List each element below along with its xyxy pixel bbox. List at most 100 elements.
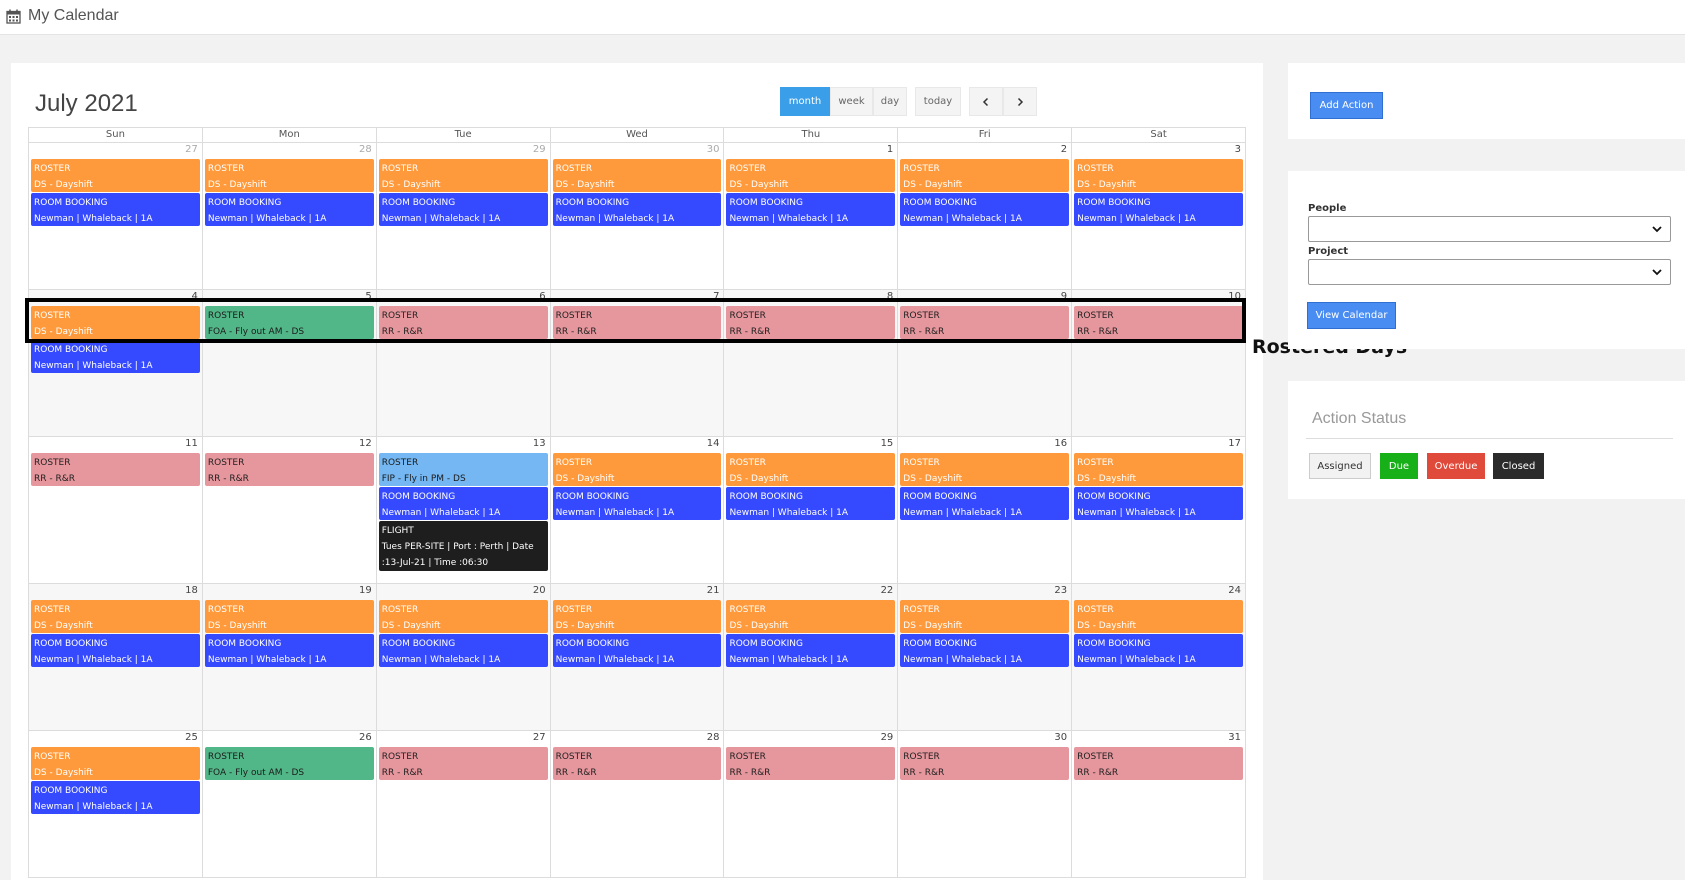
day-cell[interactable]: 22 ROSTER DS - Dayshift ROOM BOOKING Newman … — [724, 584, 899, 731]
day-cell[interactable]: 28 ROSTER RR - R&R — [550, 731, 725, 878]
calendar-event[interactable]: ROSTER DS - Dayshift — [204, 159, 374, 192]
day-number[interactable]: 11 — [185, 438, 198, 449]
calendar-event[interactable]: ROOM BOOKING Newman | Whaleback | 1A — [1074, 487, 1244, 520]
calendar-event[interactable]: ROOM BOOKING Newman | Whaleback | 1A — [726, 487, 896, 520]
day-number[interactable]: 15 — [880, 438, 894, 449]
calendar-event[interactable]: ROSTER DS - Dayshift — [378, 159, 548, 192]
day-number[interactable]: 21 — [706, 585, 720, 596]
calendar-event[interactable]: ROSTER DS - Dayshift — [552, 600, 722, 633]
day-cell[interactable]: 2 ROSTER DS - Dayshift ROOM BOOKING Newman |… — [898, 143, 1073, 290]
calendar-event[interactable]: ROOM BOOKING Newman | Whaleback | 1A — [204, 193, 374, 226]
day-number[interactable]: 9 — [1060, 291, 1068, 302]
day-cell[interactable]: 30 ROSTER RR - R&R — [898, 731, 1073, 878]
calendar-event[interactable]: ROSTER FOA - Fly out AM - DS — [204, 306, 374, 339]
day-cell[interactable]: 26 ROSTER FOA - Fly out AM - DS — [202, 731, 377, 878]
day-number[interactable]: 24 — [1228, 585, 1242, 596]
calendar-event[interactable]: ROSTER RR - R&R — [552, 747, 722, 780]
day-cell[interactable]: 8 ROSTER RR - R&R — [724, 290, 899, 437]
month-view-button[interactable]: month — [780, 87, 830, 116]
next-button[interactable] — [1003, 87, 1037, 116]
calendar-event[interactable]: ROOM BOOKING Newman | Whaleback | 1A — [31, 634, 200, 667]
day-number[interactable]: 27 — [185, 144, 198, 155]
day-cell[interactable]: 30 ROSTER DS - Dayshift ROOM BOOKING Newman … — [550, 143, 725, 290]
view-calendar-button[interactable]: View Calendar — [1307, 302, 1396, 329]
day-number[interactable]: 27 — [532, 732, 546, 743]
day-cell[interactable]: 20 ROSTER DS - Dayshift ROOM BOOKING Newman … — [376, 584, 551, 731]
calendar-event[interactable]: ROSTER DS - Dayshift — [726, 600, 896, 633]
day-number[interactable]: 28 — [358, 144, 372, 155]
calendar-event[interactable]: ROSTER FOA - Fly out AM - DS — [204, 747, 374, 780]
calendar-event[interactable]: ROOM BOOKING Newman | Whaleback | 1A — [204, 634, 374, 667]
day-cell[interactable]: 6 ROSTER RR - R&R — [376, 290, 551, 437]
day-number[interactable]: 14 — [706, 438, 720, 449]
calendar-event[interactable]: ROOM BOOKING Newman | Whaleback | 1A — [552, 634, 722, 667]
day-cell[interactable]: 9 ROSTER RR - R&R — [898, 290, 1073, 437]
day-number[interactable]: 1 — [886, 144, 894, 155]
calendar-event[interactable]: ROOM BOOKING Newman | Whaleback | 1A — [900, 193, 1070, 226]
people-select[interactable] — [1308, 216, 1671, 242]
day-cell[interactable]: 14 ROSTER DS - Dayshift ROOM BOOKING Newman … — [550, 437, 725, 584]
calendar-event[interactable]: ROSTER RR - R&R — [900, 306, 1070, 339]
day-cell[interactable]: 31 ROSTER RR - R&R — [1072, 731, 1247, 878]
calendar-event[interactable]: ROSTER DS - Dayshift — [1074, 159, 1244, 192]
day-number[interactable]: 29 — [532, 144, 546, 155]
day-cell[interactable]: 5 ROSTER FOA - Fly out AM - DS — [202, 290, 377, 437]
calendar-event[interactable]: ROSTER FIP - Fly in PM - DS — [378, 453, 548, 486]
day-number[interactable]: 30 — [706, 144, 720, 155]
calendar-event[interactable]: ROOM BOOKING Newman | Whaleback | 1A — [900, 634, 1070, 667]
day-cell[interactable]: 12 ROSTER RR - R&R — [202, 437, 377, 584]
day-number[interactable]: 5 — [365, 291, 372, 302]
calendar-event[interactable]: ROSTER DS - Dayshift — [204, 600, 374, 633]
day-number[interactable]: 2 — [1060, 144, 1068, 155]
calendar-event[interactable]: ROOM BOOKING Newman | Whaleback | 1A — [552, 487, 722, 520]
day-cell[interactable]: 16 ROSTER DS - Dayshift ROOM BOOKING Newman … — [898, 437, 1073, 584]
calendar-event[interactable]: ROSTER DS - Dayshift — [726, 159, 896, 192]
day-cell[interactable]: 25 ROSTER DS - Dayshift ROOM BOOKING Newman … — [28, 731, 203, 878]
calendar-event[interactable]: ROSTER RR - R&R — [726, 747, 896, 780]
day-number[interactable]: 13 — [532, 438, 546, 449]
calendar-event[interactable]: FLIGHT Tues PER-SITE | Port : Perth | Dat… — [378, 521, 548, 571]
calendar-event[interactable]: ROSTER DS - Dayshift — [1074, 600, 1244, 633]
day-cell[interactable]: 3 ROSTER DS - Dayshift ROOM BOOKING Newman |… — [1072, 143, 1247, 290]
day-cell[interactable]: 29 ROSTER DS - Dayshift ROOM BOOKING Newman … — [376, 143, 551, 290]
day-number[interactable]: 20 — [532, 585, 546, 596]
add-action-button[interactable]: Add Action — [1310, 92, 1383, 119]
calendar-event[interactable]: ROOM BOOKING Newman | Whaleback | 1A — [900, 487, 1070, 520]
calendar-event[interactable]: ROSTER DS - Dayshift — [1074, 453, 1244, 486]
calendar-event[interactable]: ROSTER RR - R&R — [378, 747, 548, 780]
day-number[interactable]: 6 — [539, 291, 546, 302]
calendar-event[interactable]: ROSTER DS - Dayshift — [31, 159, 200, 192]
calendar-event[interactable]: ROSTER DS - Dayshift — [900, 159, 1070, 192]
calendar-event[interactable]: ROOM BOOKING Newman | Whaleback | 1A — [726, 634, 896, 667]
day-number[interactable]: 25 — [185, 732, 198, 743]
day-cell[interactable]: 15 ROSTER DS - Dayshift ROOM BOOKING Newman … — [724, 437, 899, 584]
calendar-event[interactable]: ROSTER RR - R&R — [1074, 747, 1244, 780]
calendar-event[interactable]: ROOM BOOKING Newman | Whaleback | 1A — [726, 193, 896, 226]
day-number[interactable]: 10 — [1228, 291, 1242, 302]
calendar-event[interactable]: ROOM BOOKING Newman | Whaleback | 1A — [552, 193, 722, 226]
calendar-event[interactable]: ROSTER DS - Dayshift — [31, 747, 200, 780]
day-cell[interactable]: 23 ROSTER DS - Dayshift ROOM BOOKING Newman … — [898, 584, 1073, 731]
day-number[interactable]: 23 — [1054, 585, 1068, 596]
day-number[interactable]: 7 — [713, 291, 720, 302]
calendar-event[interactable]: ROSTER RR - R&R — [204, 453, 374, 486]
calendar-event[interactable]: ROSTER RR - R&R — [31, 453, 200, 486]
calendar-event[interactable]: ROSTER DS - Dayshift — [552, 453, 722, 486]
day-cell[interactable]: 18 ROSTER DS - Dayshift ROOM BOOKING Newman … — [28, 584, 203, 731]
day-number[interactable]: 26 — [358, 732, 372, 743]
calendar-event[interactable]: ROSTER RR - R&R — [900, 747, 1070, 780]
day-number[interactable]: 8 — [886, 291, 894, 302]
day-number[interactable]: 17 — [1228, 438, 1242, 449]
day-cell[interactable]: 24 ROSTER DS - Dayshift ROOM BOOKING Newman … — [1072, 584, 1247, 731]
day-cell[interactable]: 1 ROSTER DS - Dayshift ROOM BOOKING Newman |… — [724, 143, 899, 290]
calendar-event[interactable]: ROOM BOOKING Newman | Whaleback | 1A — [31, 340, 200, 373]
calendar-event[interactable]: ROOM BOOKING Newman | Whaleback | 1A — [378, 634, 548, 667]
week-view-button[interactable]: week — [830, 87, 873, 116]
day-cell[interactable]: 27 ROSTER DS - Dayshift ROOM BOOKING Newman … — [28, 143, 203, 290]
calendar-event[interactable]: ROSTER RR - R&R — [726, 306, 896, 339]
calendar-event[interactable]: ROOM BOOKING Newman | Whaleback | 1A — [1074, 193, 1244, 226]
day-number[interactable]: 19 — [358, 585, 372, 596]
calendar-event[interactable]: ROSTER DS - Dayshift — [378, 600, 548, 633]
calendar-event[interactable]: ROSTER DS - Dayshift — [726, 453, 896, 486]
calendar-event[interactable]: ROSTER DS - Dayshift — [31, 600, 200, 633]
